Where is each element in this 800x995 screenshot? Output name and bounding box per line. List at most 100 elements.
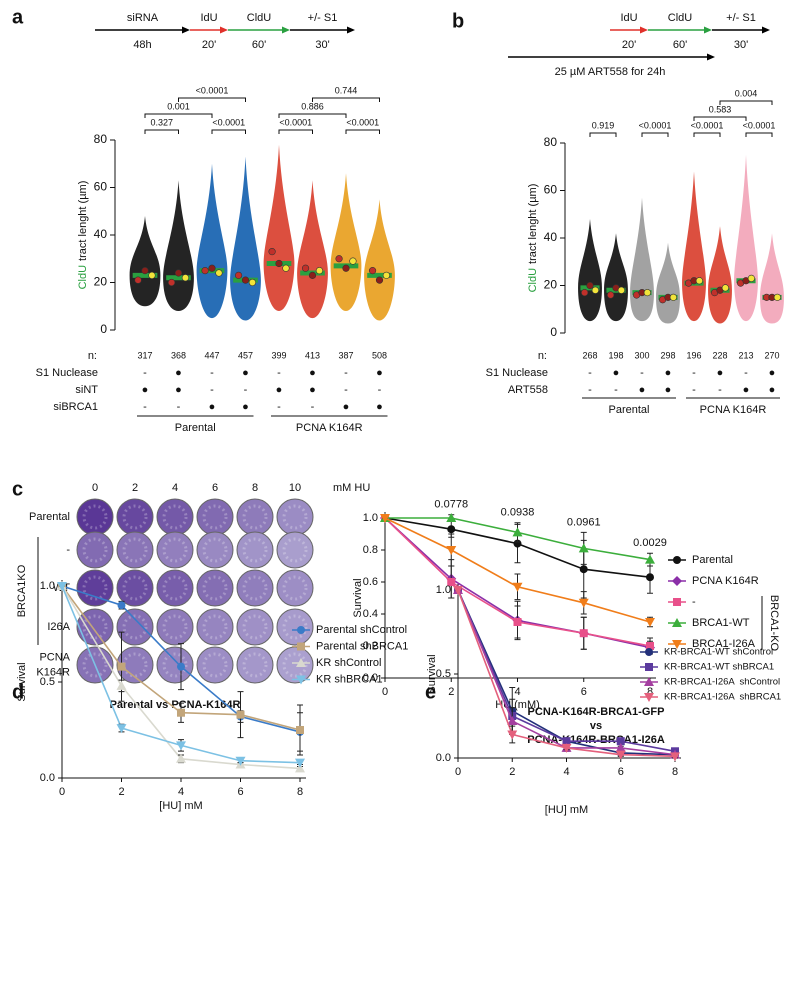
dose-unit: mM HU bbox=[333, 482, 370, 494]
marker bbox=[673, 598, 681, 606]
annotation: 0.0029 bbox=[633, 537, 667, 549]
x-tick-label: 6 bbox=[618, 766, 624, 778]
condition-symbol: ● bbox=[175, 384, 182, 396]
y-tick-label: 60 bbox=[94, 180, 108, 194]
n-value: 387 bbox=[338, 350, 353, 360]
x-tick-label: 2 bbox=[448, 686, 454, 698]
marker bbox=[616, 737, 625, 746]
replicate-mean bbox=[234, 271, 243, 279]
y-tick-label: 1.0 bbox=[436, 584, 451, 596]
plate-well bbox=[276, 498, 314, 536]
y-tick-label: 0.0 bbox=[40, 772, 55, 784]
marker bbox=[176, 741, 186, 751]
n-value: 368 bbox=[171, 350, 186, 360]
comparison-bracket bbox=[312, 97, 380, 102]
y-tick-label: 0.8 bbox=[363, 544, 378, 556]
plate-texture bbox=[202, 652, 228, 678]
n-value: 399 bbox=[271, 350, 286, 360]
plate-texture bbox=[202, 614, 228, 640]
n-value: 447 bbox=[204, 350, 219, 360]
condition-symbol: ● bbox=[376, 401, 383, 413]
plate-texture bbox=[122, 652, 148, 678]
condition-symbol: ● bbox=[242, 367, 249, 379]
comparison-bracket bbox=[693, 116, 747, 121]
marker bbox=[117, 662, 126, 671]
x-tick-label: 2 bbox=[509, 766, 515, 778]
marker bbox=[446, 546, 457, 555]
comparison-bracket bbox=[211, 129, 246, 134]
p-value: 0.327 bbox=[150, 117, 173, 127]
y-tick-label: 0.5 bbox=[40, 676, 55, 688]
marker bbox=[453, 586, 463, 595]
marker bbox=[296, 658, 306, 667]
replicate-mean bbox=[617, 286, 625, 294]
plate-texture bbox=[82, 537, 108, 563]
plate-well bbox=[116, 569, 154, 607]
condition-symbol: - bbox=[344, 367, 348, 379]
replicate-mean bbox=[342, 264, 350, 272]
plate-well bbox=[156, 569, 194, 607]
plate-texture bbox=[82, 504, 108, 530]
marker bbox=[672, 618, 682, 627]
comparison-bracket bbox=[144, 113, 213, 118]
marker bbox=[645, 663, 653, 671]
plate-texture bbox=[242, 504, 268, 530]
legend-label: BRCA1-I26A bbox=[692, 638, 756, 650]
marker bbox=[673, 556, 681, 564]
plate-texture bbox=[82, 652, 108, 678]
replicate-mean bbox=[315, 267, 324, 275]
marker bbox=[297, 642, 305, 651]
marker bbox=[513, 618, 522, 626]
arrow-head bbox=[347, 26, 355, 34]
marker bbox=[507, 730, 518, 740]
legend-label: - bbox=[692, 596, 696, 608]
step-duration: 20' bbox=[202, 39, 216, 51]
condition-symbol: - bbox=[311, 401, 315, 413]
comparison-bracket bbox=[278, 113, 347, 118]
chart-title: Parental vs PCNA-K164R bbox=[110, 699, 241, 711]
replicate-mean bbox=[349, 257, 357, 265]
condition-symbol: - bbox=[277, 401, 281, 413]
panel-label: b bbox=[452, 10, 464, 32]
replicate-mean bbox=[695, 277, 703, 285]
marker bbox=[646, 573, 654, 582]
condition-symbol: ● bbox=[743, 384, 750, 396]
y-tick-label: 20 bbox=[544, 278, 558, 292]
dot-cloud bbox=[760, 233, 784, 324]
marker bbox=[117, 601, 126, 610]
step-duration: 30' bbox=[734, 39, 748, 51]
condition-symbol: ● bbox=[769, 384, 776, 396]
plate-well bbox=[236, 569, 274, 607]
y-tick-label: 80 bbox=[94, 132, 108, 146]
condition-symbol: - bbox=[344, 384, 348, 396]
comparison-bracket bbox=[693, 132, 721, 137]
y-axis-label-highlight: CldU bbox=[527, 268, 539, 293]
x-axis-label: [HU] mM bbox=[545, 804, 588, 816]
arrow-head bbox=[707, 53, 715, 61]
replicate-mean bbox=[134, 276, 142, 284]
x-tick-label: 8 bbox=[647, 686, 653, 698]
replicate-mean bbox=[669, 293, 677, 301]
plate-texture bbox=[162, 614, 188, 640]
plate-texture bbox=[162, 504, 188, 530]
arrow-head bbox=[762, 26, 770, 34]
condition-symbol: - bbox=[277, 367, 281, 379]
n-label: n: bbox=[538, 350, 547, 362]
marker bbox=[296, 726, 304, 734]
marker bbox=[579, 565, 588, 574]
arrow-head bbox=[182, 26, 190, 34]
legend-label: KR-BRCA1-WT shControl bbox=[664, 647, 773, 658]
plate-texture bbox=[162, 537, 188, 563]
condition-symbol: ● bbox=[209, 401, 216, 413]
condition-symbol: ● bbox=[276, 384, 283, 396]
marker bbox=[578, 598, 589, 608]
y-tick-label: 0.0 bbox=[436, 752, 451, 764]
legend-group-label: BRCA1-KO bbox=[768, 595, 780, 652]
dose-label: 4 bbox=[172, 482, 178, 494]
condition-symbol: - bbox=[614, 384, 618, 396]
comparison-bracket bbox=[641, 132, 669, 137]
step-label: +/- S1 bbox=[726, 12, 756, 24]
y-tick-label: 60 bbox=[544, 183, 558, 197]
step-duration: 48h bbox=[133, 39, 151, 51]
